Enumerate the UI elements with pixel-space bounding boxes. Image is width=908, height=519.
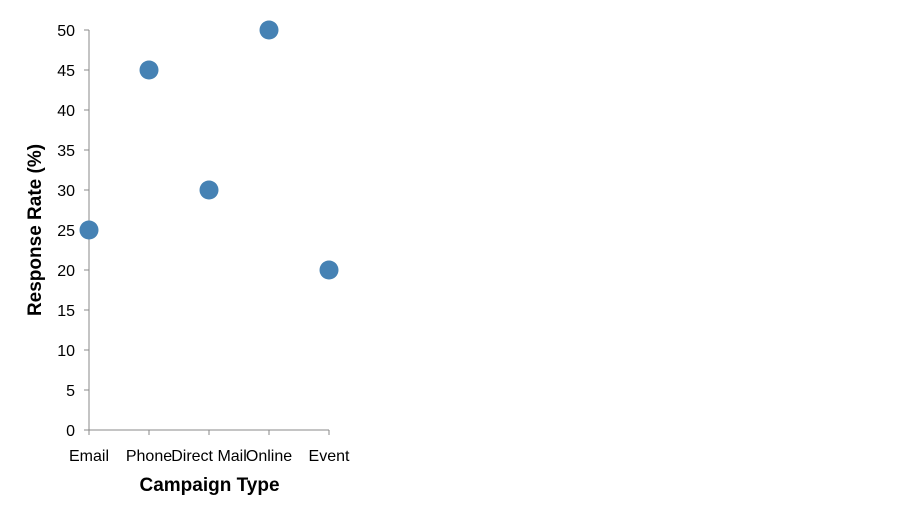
x-tick-label: Direct Mail [171,448,247,465]
y-tick-label: 10 [57,343,75,360]
y-tick-label: 45 [57,63,75,80]
data-point [79,220,99,240]
data-points [79,20,339,280]
data-point [319,260,339,280]
y-tick-label: 5 [66,383,75,400]
data-point [259,20,279,40]
x-axis: Email Phone Direct Mail Online Event [69,429,350,465]
x-tick-label: Phone [126,448,172,465]
y-tick-label: 15 [57,303,75,320]
x-axis-title: Campaign Type [139,475,279,496]
y-axis-title: Response Rate (%) [25,144,46,316]
y-tick-label: 0 [66,423,75,440]
x-tick-label: Event [309,448,350,465]
y-tick-label: 30 [57,183,75,200]
y-tick-label: 35 [57,143,75,160]
y-tick-label: 50 [57,23,75,40]
y-tick-label: 40 [57,103,75,120]
y-tick-label: 20 [57,263,75,280]
y-tick-label: 25 [57,223,75,240]
y-axis: 0 5 10 15 20 25 30 35 40 45 50 [57,23,90,440]
data-point [199,180,219,200]
x-tick-label: Online [246,448,292,465]
x-tick-label: Email [69,448,109,465]
data-point [139,60,159,80]
